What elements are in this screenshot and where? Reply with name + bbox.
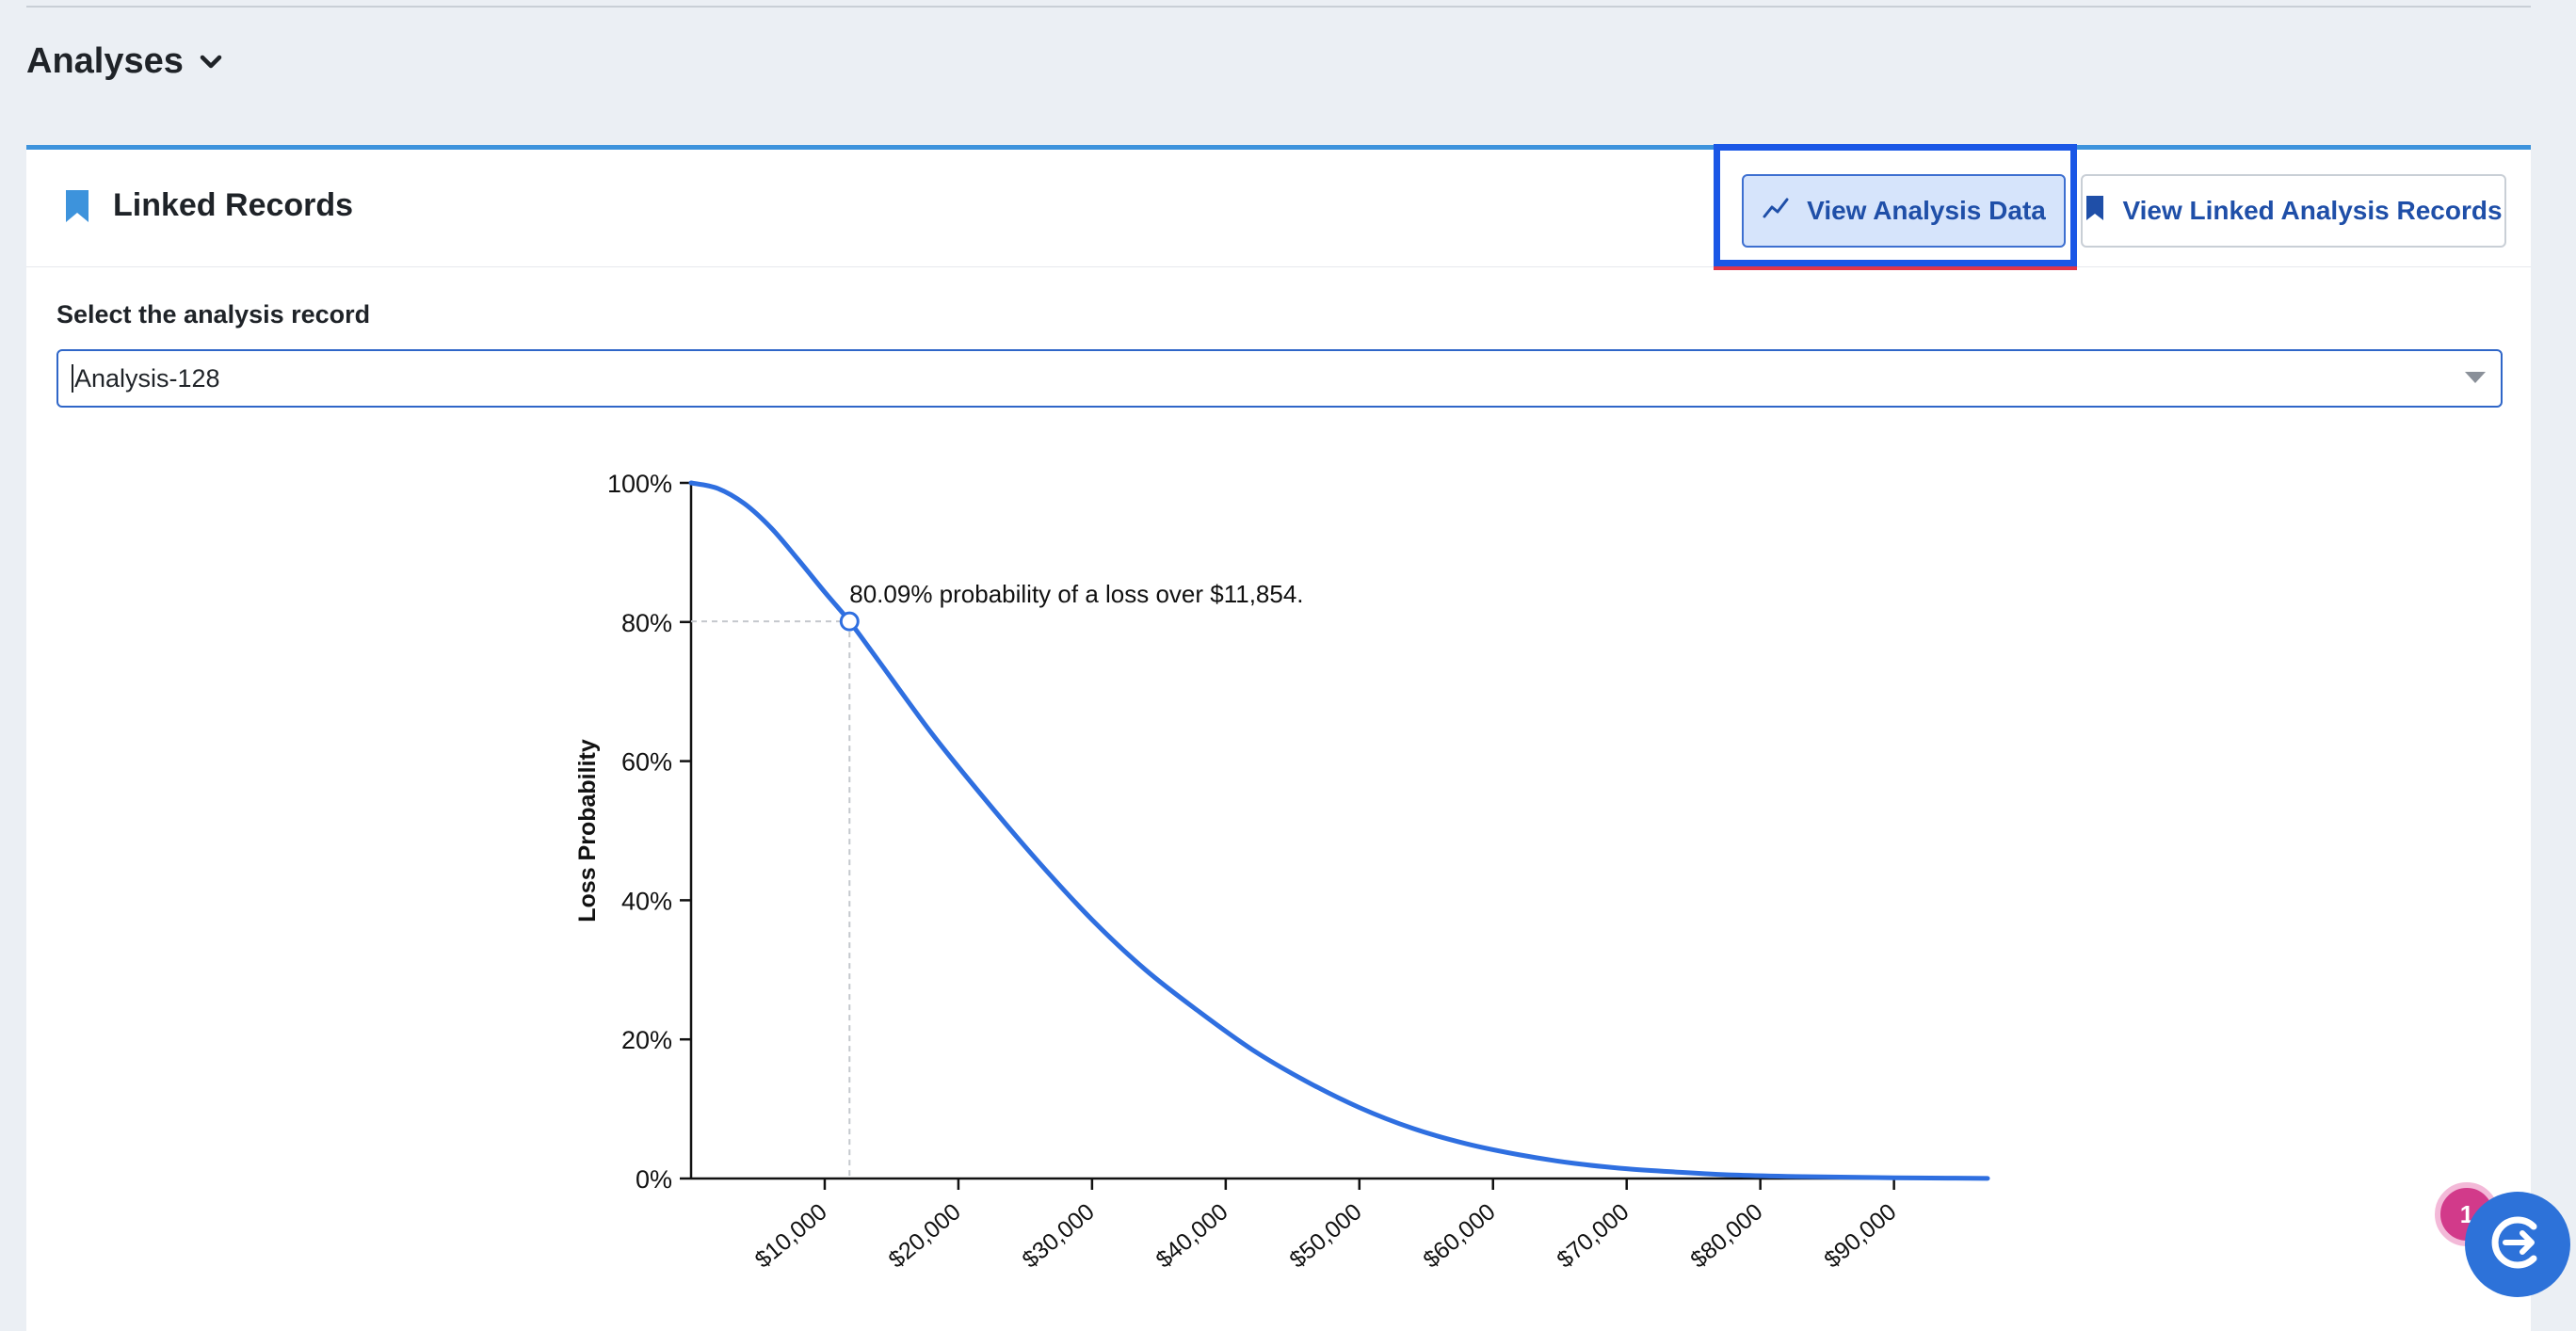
annotation-label: 80.09% probability of a loss over $11,85…: [849, 580, 1303, 608]
x-tick-label: $90,000: [1819, 1198, 1901, 1274]
card-title: Linked Records: [113, 187, 354, 223]
y-tick-label: 20%: [621, 1026, 672, 1054]
x-tick-label: $20,000: [884, 1198, 966, 1274]
analysis-record-select[interactable]: Analysis-128: [56, 349, 2503, 408]
analysis-record-value: Analysis-128: [74, 363, 220, 393]
analyses-dropdown-toggle[interactable]: Analyses: [26, 41, 223, 82]
top-divider: [26, 6, 2531, 8]
x-tick-label: $10,000: [750, 1198, 832, 1274]
x-tick-label: $60,000: [1418, 1198, 1500, 1274]
view-analysis-data-button[interactable]: View Analysis Data: [1742, 174, 2066, 248]
chat-assistant-icon: [2485, 1210, 2551, 1280]
annotation-point: [839, 611, 860, 632]
dropdown-arrow-icon[interactable]: [2465, 372, 2486, 383]
view-linked-analysis-records-label: View Linked Analysis Records: [2122, 196, 2503, 225]
y-axis-title: Loss Probability: [574, 739, 601, 922]
x-tick-label: $70,000: [1552, 1198, 1634, 1274]
card-title-group: Linked Records: [64, 187, 353, 224]
y-tick-label: 0%: [636, 1165, 672, 1194]
x-tick-label: $50,000: [1284, 1198, 1366, 1274]
y-tick-label: 80%: [621, 609, 672, 637]
view-analysis-data-label: View Analysis Data: [1807, 196, 2046, 225]
trend-line-icon: [1762, 194, 1790, 229]
bookmark-icon: [2085, 194, 2105, 229]
loss-probability-line: [688, 480, 1990, 1181]
view-linked-analysis-records-button[interactable]: View Linked Analysis Records: [2081, 174, 2506, 248]
linked-records-card: Linked Records View Analysis Data View L…: [26, 144, 2531, 1331]
bookmark-icon: [64, 188, 90, 224]
x-tick-label: $40,000: [1151, 1198, 1232, 1274]
y-tick-label: 60%: [621, 748, 672, 777]
x-tick-label: $80,000: [1685, 1198, 1767, 1274]
analyses-title: Analyses: [26, 41, 184, 81]
y-tick-label: 100%: [607, 470, 672, 498]
text-caret: [72, 364, 73, 393]
assistant-fab-button[interactable]: [2465, 1192, 2570, 1297]
x-tick-label: $30,000: [1018, 1198, 1100, 1274]
select-label: Select the analysis record: [56, 300, 371, 329]
y-tick-label: 40%: [621, 887, 672, 915]
chevron-down-icon: [199, 50, 223, 74]
